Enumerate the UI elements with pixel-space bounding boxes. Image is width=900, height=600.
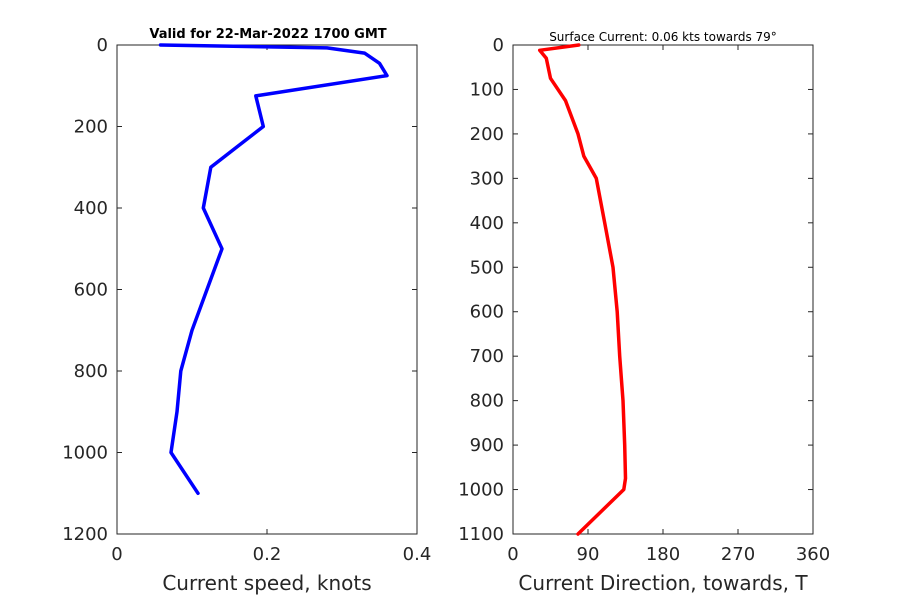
y-tick-label: 600: [470, 302, 504, 323]
x-tick-label: 90: [577, 544, 600, 565]
x-tick-label: 0: [111, 544, 122, 565]
series-line: [537, 43, 628, 536]
x-axis-label: Current speed, knots: [162, 571, 371, 595]
chart-title: Surface Current: 0.06 kts towards 79°: [549, 30, 777, 44]
plot-area: [116, 44, 418, 535]
speed-chart: 0 0.2 0.4 0 200 400 600 800 1000 1200 Current spee…: [62, 27, 431, 595]
y-tick-label: 800: [470, 391, 504, 412]
y-tick-label: 1000: [62, 443, 108, 464]
y-tick-label: 200: [74, 117, 108, 138]
y-tick-label: 0: [493, 35, 504, 56]
chart-title: Valid for 22-Mar-2022 1700 GMT: [149, 27, 386, 42]
y-tick-label: 1200: [62, 524, 108, 545]
y-tick-label: 1000: [458, 480, 504, 501]
x-tick-label: 270: [721, 544, 755, 565]
x-tick-label: 0.2: [253, 544, 282, 565]
y-tick-label: 600: [74, 280, 108, 301]
x-axis-label: Current Direction, towards, T: [518, 571, 808, 595]
y-tick-label: 200: [470, 124, 504, 145]
x-tick-label: 0: [507, 544, 518, 565]
y-tick-label: 100: [470, 79, 504, 100]
y-tick-label: 400: [470, 213, 504, 234]
y-tick-label: 0: [97, 35, 108, 56]
y-tick-label: 500: [470, 257, 504, 278]
y-tick-label: 800: [74, 361, 108, 382]
y-tick-label: 900: [470, 435, 504, 456]
x-tick-label: 360: [796, 544, 830, 565]
x-tick-label: 0.4: [403, 544, 432, 565]
direction-chart: 0 90 180 270 360 0 100 200 300 400 500 600 700 800 900…: [458, 30, 830, 595]
y-tick-label: 700: [470, 346, 504, 367]
y-tick-label: 400: [74, 198, 108, 219]
y-tick-label: 300: [470, 168, 504, 189]
series-line: [158, 43, 389, 496]
y-tick-label: 1100: [458, 524, 504, 545]
x-tick-label: 180: [646, 544, 680, 565]
plot-area: [512, 44, 814, 535]
